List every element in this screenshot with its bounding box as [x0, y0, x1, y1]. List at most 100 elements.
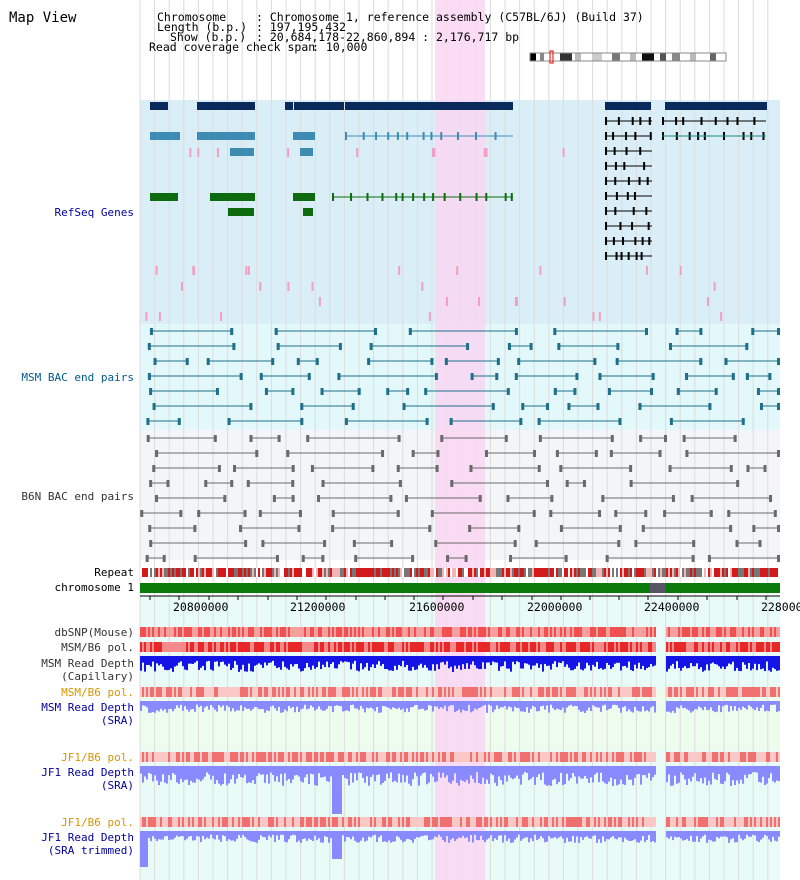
snp-density — [284, 627, 286, 637]
snp-density — [340, 687, 342, 697]
b6n-bac-pair — [223, 495, 227, 502]
read-depth-bar — [314, 701, 316, 711]
read-depth-bar — [768, 831, 770, 840]
track-label-msm-depth-cap[interactable]: MSM Read Depth — [41, 657, 134, 670]
snp-density — [728, 752, 730, 762]
snp-density — [550, 627, 552, 637]
track-label-msm-b6-pol[interactable]: MSM/B6 pol. — [61, 641, 134, 654]
snp-density — [170, 687, 172, 697]
read-depth-bar — [554, 701, 556, 711]
snp-density — [166, 687, 168, 697]
read-depth-bar — [472, 701, 474, 712]
track-label-dbsnp[interactable]: dbSNP(Mouse) — [54, 626, 134, 639]
snp-density — [494, 687, 496, 697]
snp-density — [232, 752, 234, 762]
read-depth-bar — [500, 656, 502, 667]
snp-density — [476, 642, 478, 652]
snp-density — [520, 642, 522, 652]
snp-density — [200, 817, 202, 827]
track-label-msm-bac[interactable]: MSM BAC end pairs — [21, 371, 134, 384]
snp-density — [716, 627, 718, 637]
snp-density — [194, 642, 196, 652]
read-depth-bar — [370, 831, 372, 838]
gene-exon — [631, 117, 634, 125]
read-depth-bar — [426, 701, 428, 710]
snp-density — [360, 687, 362, 697]
b6n-bac-pair — [239, 525, 243, 532]
snp-density — [756, 687, 758, 697]
read-depth-bar — [626, 656, 628, 668]
read-depth-bar — [308, 656, 310, 668]
snp-density — [626, 752, 628, 762]
read-depth-bar — [222, 656, 224, 662]
msm-bac-pair — [496, 358, 500, 365]
read-depth-bar — [372, 766, 374, 775]
read-depth-bar — [422, 701, 424, 709]
snp-density — [428, 687, 430, 697]
read-depth-bar — [728, 831, 730, 843]
read-depth-bar — [332, 766, 334, 814]
read-depth-bar — [370, 656, 372, 668]
read-depth-bar — [430, 766, 432, 774]
read-depth-bar — [488, 766, 490, 784]
snp-density — [456, 627, 458, 637]
read-depth-bar — [534, 656, 536, 666]
snp-density — [382, 642, 384, 652]
track-label-refseq[interactable]: RefSeq Genes — [54, 206, 134, 219]
read-depth-bar — [484, 766, 486, 785]
snp-density — [350, 687, 352, 697]
coverage-value: : 10,000 — [312, 40, 368, 54]
snp-density — [438, 627, 440, 637]
snp-density — [562, 627, 564, 637]
track-label-jf1-depth-trim[interactable]: JF1 Read Depth — [41, 831, 134, 844]
read-depth-bar — [244, 831, 246, 838]
read-depth-bar — [224, 766, 226, 774]
snp-density — [760, 687, 762, 697]
read-depth-bar — [200, 701, 202, 706]
snp-density — [156, 642, 158, 652]
snp-density — [364, 752, 366, 762]
snp-density — [722, 687, 724, 697]
snp-density — [276, 817, 278, 827]
read-depth-bar — [696, 831, 698, 837]
read-depth-bar — [506, 701, 508, 710]
track-label-chromosome[interactable]: chromosome 1 — [54, 581, 134, 594]
snp-density — [432, 752, 434, 762]
track-label-jf1-b6-pol-trim[interactable]: JF1/B6 pol. — [61, 816, 134, 829]
read-depth-bar — [278, 831, 280, 840]
repeat-segment — [450, 568, 452, 577]
snp-density — [742, 642, 744, 652]
snp-density — [150, 627, 152, 637]
snp-density — [668, 642, 670, 652]
read-depth-bar — [342, 831, 344, 836]
track-label-repeat[interactable]: Repeat — [94, 566, 134, 579]
snp-density — [528, 752, 530, 762]
b6n-bac-pair — [272, 495, 276, 502]
snp-density — [582, 817, 584, 827]
read-depth-bar — [266, 831, 268, 841]
track-label-jf1-b6-pol[interactable]: JF1/B6 pol. — [61, 751, 134, 764]
repeat-segment — [738, 568, 740, 577]
snp-density — [632, 642, 634, 652]
track-label-msm-depth-sra[interactable]: MSM Read Depth — [41, 701, 134, 714]
snp-density — [226, 817, 228, 827]
read-depth-bar — [646, 701, 648, 711]
snp-density — [596, 817, 598, 827]
track-label-b6n-bac[interactable]: B6N BAC end pairs — [21, 490, 134, 503]
snp-density — [564, 642, 566, 652]
repeat-segment — [224, 568, 226, 577]
track-label-jf1-depth-sra[interactable]: JF1 Read Depth — [41, 766, 134, 779]
read-depth-bar — [574, 766, 576, 777]
gene-exon — [510, 193, 513, 201]
snp-density — [730, 642, 732, 652]
snp-density — [572, 642, 574, 652]
read-depth-bar — [682, 831, 684, 841]
track-label-msm-b6-pol-sra[interactable]: MSM/B6 pol. — [61, 686, 134, 699]
snp-density — [518, 817, 520, 827]
read-depth-bar — [272, 831, 274, 835]
snp-density — [376, 752, 378, 762]
snp-density — [526, 752, 528, 762]
read-depth-bar — [582, 831, 584, 840]
snp-density — [776, 752, 778, 762]
